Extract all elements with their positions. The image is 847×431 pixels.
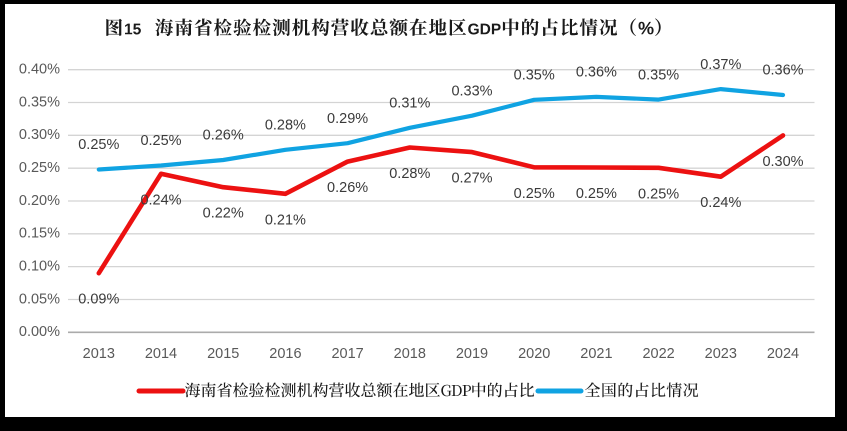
svg-text:0.25%: 0.25%	[140, 133, 181, 149]
svg-text:0.27%: 0.27%	[451, 171, 492, 187]
svg-text:0.35%: 0.35%	[638, 67, 679, 83]
svg-text:0.24%: 0.24%	[700, 195, 741, 211]
svg-text:2018: 2018	[394, 346, 426, 362]
svg-text:0.30%: 0.30%	[762, 154, 803, 170]
svg-text:0.26%: 0.26%	[327, 180, 368, 196]
svg-text:2015: 2015	[207, 346, 239, 362]
svg-text:0.33%: 0.33%	[451, 83, 492, 99]
svg-text:0.28%: 0.28%	[389, 166, 430, 182]
svg-text:2019: 2019	[456, 346, 488, 362]
svg-text:0.28%: 0.28%	[265, 118, 306, 134]
svg-text:0.40%: 0.40%	[19, 62, 60, 78]
svg-text:2023: 2023	[705, 346, 737, 362]
svg-text:0.00%: 0.00%	[19, 324, 60, 340]
svg-text:0.35%: 0.35%	[19, 94, 60, 110]
svg-text:0.36%: 0.36%	[576, 65, 617, 81]
svg-text:0.21%: 0.21%	[265, 212, 306, 228]
svg-text:0.25%: 0.25%	[576, 186, 617, 202]
svg-text:0.25%: 0.25%	[514, 186, 555, 202]
svg-text:0.25%: 0.25%	[78, 137, 119, 153]
svg-text:0.24%: 0.24%	[140, 192, 181, 208]
svg-text:0.10%: 0.10%	[19, 258, 60, 274]
svg-text:0.20%: 0.20%	[19, 193, 60, 209]
svg-text:0.37%: 0.37%	[700, 57, 741, 73]
svg-text:0.31%: 0.31%	[389, 96, 430, 112]
svg-text:2013: 2013	[83, 346, 115, 362]
svg-text:2016: 2016	[269, 346, 301, 362]
svg-text:2017: 2017	[331, 346, 363, 362]
svg-text:0.36%: 0.36%	[762, 63, 803, 79]
svg-text:0.35%: 0.35%	[514, 68, 555, 84]
svg-text:0.30%: 0.30%	[19, 127, 60, 143]
svg-text:2021: 2021	[580, 346, 612, 362]
svg-text:0.05%: 0.05%	[19, 291, 60, 307]
svg-text:0.25%: 0.25%	[638, 186, 679, 202]
svg-text:0.22%: 0.22%	[203, 206, 244, 222]
svg-text:0.26%: 0.26%	[203, 128, 244, 144]
svg-text:0.29%: 0.29%	[327, 111, 368, 127]
svg-text:0.25%: 0.25%	[19, 160, 60, 176]
svg-text:2020: 2020	[518, 346, 550, 362]
svg-text:0.09%: 0.09%	[78, 292, 119, 308]
svg-text:2022: 2022	[642, 346, 674, 362]
svg-text:2014: 2014	[145, 346, 177, 362]
svg-text:0.15%: 0.15%	[19, 226, 60, 242]
svg-text:2024: 2024	[767, 346, 799, 362]
